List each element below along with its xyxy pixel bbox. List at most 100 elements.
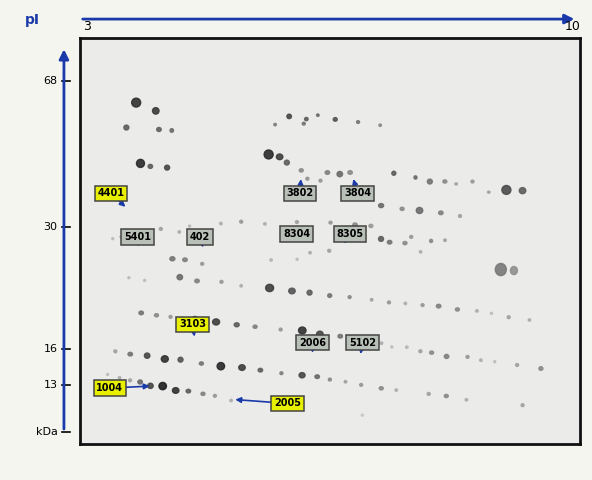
- Ellipse shape: [521, 404, 524, 407]
- Ellipse shape: [439, 211, 443, 215]
- Ellipse shape: [144, 279, 146, 281]
- Ellipse shape: [348, 337, 352, 340]
- Ellipse shape: [157, 128, 161, 132]
- Ellipse shape: [317, 331, 323, 337]
- Ellipse shape: [127, 233, 130, 236]
- Ellipse shape: [200, 362, 204, 365]
- Ellipse shape: [406, 346, 408, 348]
- Ellipse shape: [239, 365, 245, 371]
- Ellipse shape: [430, 240, 433, 242]
- Ellipse shape: [328, 249, 331, 252]
- Ellipse shape: [480, 359, 482, 361]
- Text: 4401: 4401: [98, 188, 124, 198]
- Ellipse shape: [274, 123, 276, 126]
- Ellipse shape: [507, 316, 510, 319]
- Ellipse shape: [445, 354, 449, 359]
- Ellipse shape: [317, 114, 319, 116]
- Ellipse shape: [344, 381, 347, 383]
- Ellipse shape: [444, 395, 448, 397]
- Ellipse shape: [170, 257, 175, 261]
- Ellipse shape: [348, 296, 351, 299]
- Ellipse shape: [329, 378, 332, 381]
- Ellipse shape: [159, 383, 166, 390]
- Text: kDa: kDa: [36, 427, 57, 437]
- Ellipse shape: [430, 351, 433, 354]
- Text: 1004: 1004: [96, 383, 124, 393]
- Ellipse shape: [253, 325, 257, 328]
- Ellipse shape: [266, 284, 274, 292]
- Text: 3103: 3103: [179, 319, 206, 329]
- Ellipse shape: [201, 392, 205, 396]
- Ellipse shape: [144, 353, 150, 358]
- Ellipse shape: [366, 340, 369, 343]
- Ellipse shape: [471, 180, 474, 183]
- Ellipse shape: [148, 164, 153, 168]
- Ellipse shape: [128, 379, 131, 382]
- Text: 3: 3: [83, 20, 91, 33]
- Ellipse shape: [388, 301, 391, 304]
- Ellipse shape: [240, 220, 243, 223]
- Ellipse shape: [378, 237, 384, 241]
- Text: pI: pI: [25, 13, 40, 27]
- Ellipse shape: [528, 319, 530, 321]
- Ellipse shape: [107, 373, 108, 375]
- Ellipse shape: [410, 236, 413, 238]
- Ellipse shape: [172, 388, 179, 393]
- Ellipse shape: [128, 276, 130, 279]
- Ellipse shape: [338, 335, 343, 338]
- Ellipse shape: [161, 356, 168, 362]
- Ellipse shape: [395, 389, 397, 391]
- Ellipse shape: [465, 398, 468, 401]
- Ellipse shape: [414, 176, 417, 179]
- Ellipse shape: [400, 207, 404, 210]
- Text: 3802: 3802: [287, 188, 314, 198]
- Ellipse shape: [299, 372, 305, 378]
- Ellipse shape: [361, 414, 363, 416]
- Ellipse shape: [369, 224, 373, 228]
- Ellipse shape: [234, 323, 239, 327]
- Ellipse shape: [213, 395, 217, 397]
- Ellipse shape: [466, 356, 469, 359]
- Ellipse shape: [379, 204, 384, 208]
- Ellipse shape: [217, 362, 224, 370]
- Ellipse shape: [155, 313, 159, 317]
- Ellipse shape: [279, 328, 282, 331]
- Text: 16: 16: [44, 344, 57, 354]
- Ellipse shape: [443, 180, 447, 183]
- Ellipse shape: [131, 98, 141, 107]
- Text: 13: 13: [44, 380, 57, 390]
- Text: 402: 402: [190, 232, 210, 242]
- Ellipse shape: [137, 159, 144, 168]
- Ellipse shape: [387, 240, 392, 244]
- Ellipse shape: [496, 264, 506, 276]
- Ellipse shape: [177, 275, 182, 280]
- Ellipse shape: [189, 225, 191, 227]
- Ellipse shape: [307, 290, 312, 295]
- Ellipse shape: [371, 299, 373, 301]
- Ellipse shape: [353, 223, 358, 227]
- Ellipse shape: [436, 304, 441, 308]
- Ellipse shape: [138, 380, 142, 384]
- Ellipse shape: [427, 393, 430, 396]
- Ellipse shape: [476, 310, 478, 312]
- Ellipse shape: [139, 311, 143, 315]
- Ellipse shape: [220, 280, 223, 283]
- Ellipse shape: [510, 266, 517, 275]
- Ellipse shape: [112, 238, 114, 240]
- Text: 3804: 3804: [344, 188, 371, 198]
- Ellipse shape: [404, 302, 407, 305]
- Ellipse shape: [258, 368, 263, 372]
- Text: 2006: 2006: [299, 337, 326, 348]
- Ellipse shape: [165, 165, 169, 170]
- Ellipse shape: [289, 288, 295, 294]
- Ellipse shape: [444, 239, 446, 241]
- Ellipse shape: [169, 315, 172, 318]
- Ellipse shape: [459, 215, 462, 217]
- Ellipse shape: [201, 263, 204, 265]
- Ellipse shape: [360, 384, 363, 386]
- Ellipse shape: [516, 363, 519, 366]
- Ellipse shape: [120, 236, 122, 238]
- Ellipse shape: [319, 179, 322, 182]
- Ellipse shape: [348, 171, 352, 174]
- Ellipse shape: [118, 377, 121, 379]
